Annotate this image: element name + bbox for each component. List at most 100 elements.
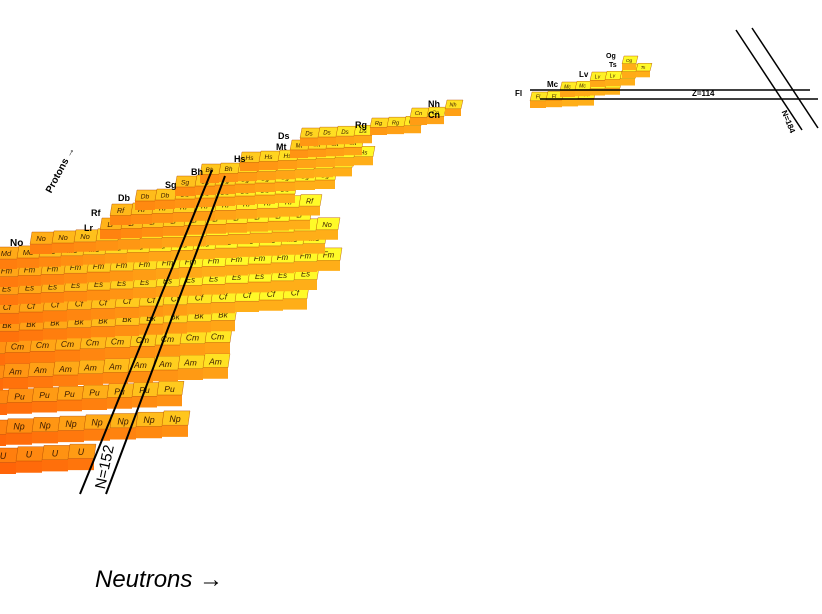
nuclide-symbol: Cf xyxy=(51,301,60,310)
nuclide-symbol: Lv xyxy=(595,74,601,80)
nuclide-symbol: Ds xyxy=(341,129,348,136)
nuclide-symbol: Pu xyxy=(39,390,50,400)
nuclide-symbol: Cn xyxy=(432,110,439,116)
nuclide-block: Lv xyxy=(589,71,608,87)
nuclide-block: Cn xyxy=(409,107,430,125)
nuclide-symbol: U xyxy=(0,451,7,461)
nuclide-symbol: No xyxy=(36,234,46,243)
nuclide-block: Np xyxy=(57,415,87,443)
nuclide-symbol: Cf xyxy=(123,297,132,306)
nuclide-symbol: Hs xyxy=(246,155,255,162)
nuclide-symbol: Bk xyxy=(50,319,60,328)
nuclide-symbol: Bh xyxy=(206,167,214,174)
nuclide-block: Np xyxy=(161,410,191,437)
nuclide-symbol: Mc xyxy=(564,84,571,90)
nuclide-block: No xyxy=(29,231,55,254)
nuclide-symbol: Cf xyxy=(291,289,300,298)
nuclide-symbol: Fm xyxy=(323,251,335,260)
nuclide-symbol: Am xyxy=(8,366,22,376)
nuclide-symbol: Fm xyxy=(231,255,243,264)
nuclide-block: Ds xyxy=(335,125,357,145)
nuclide-symbol: Bk xyxy=(170,313,180,322)
n152-line-left xyxy=(79,169,213,495)
nuclide-block: Mc xyxy=(574,81,593,97)
nuclide-symbol: Bk xyxy=(98,316,108,325)
nuclide-block: Hs xyxy=(258,150,281,171)
nuclide-block: Db xyxy=(134,189,158,210)
nuclide-symbol: Hs xyxy=(265,154,274,161)
nuclide-symbol: Fm xyxy=(162,259,174,268)
nuclide-symbol: Md xyxy=(1,249,12,258)
nuclide-block: Pu xyxy=(106,383,135,409)
nuclide-symbol: Fm xyxy=(70,263,82,272)
nuclide-symbol: Fm xyxy=(93,262,105,271)
nuclide-symbol: Bk xyxy=(194,311,204,320)
nuclide-block: No xyxy=(73,229,99,252)
element-label-sg: Sg xyxy=(165,180,177,190)
nuclide-symbol: Fl xyxy=(552,94,557,100)
nuclide-block: Np xyxy=(135,412,165,439)
nuclide-symbol: Cf xyxy=(99,298,108,307)
nuclide-symbol: Bk xyxy=(74,317,84,326)
nuclide-symbol: Cf xyxy=(27,302,36,311)
nuclide-block: Np xyxy=(31,417,61,444)
element-label-hs: Hs xyxy=(234,154,246,164)
nuclide-symbol: Es xyxy=(94,280,103,289)
nuclide-block: No xyxy=(315,217,341,240)
nuclide-symbol: Rg xyxy=(392,120,400,126)
nuclide-symbol: Cm xyxy=(211,331,224,341)
nuclide-symbol: Hs xyxy=(360,149,369,156)
nuclide-symbol: Mt xyxy=(296,143,303,150)
nuclide-symbol: Es xyxy=(301,270,310,279)
nuclide-block: Pu xyxy=(6,388,35,414)
n152-line-right xyxy=(105,175,226,495)
nuclide-symbol: Es xyxy=(2,285,11,294)
nuclide-block: Rf xyxy=(298,194,323,216)
nuclide-symbol: Fm xyxy=(254,254,266,263)
element-label-cn: Cn xyxy=(428,110,440,120)
nuclide-symbol: Cf xyxy=(219,292,228,301)
z114-label: Z=114 xyxy=(692,89,715,98)
element-label-ds: Ds xyxy=(278,131,290,141)
nuclide-block: No xyxy=(51,230,77,253)
nuclide-symbol: Am xyxy=(83,363,97,373)
nuclide-symbol: Cm xyxy=(36,340,49,350)
nuclide-symbol: Ds xyxy=(323,130,330,137)
nuclide-symbol: Cf xyxy=(3,303,12,312)
nuclide-block: Pu xyxy=(156,381,185,407)
nuclide-symbol: Np xyxy=(143,415,154,425)
nuclide-symbol: Am xyxy=(108,361,122,371)
nuclide-symbol: Es xyxy=(71,281,80,290)
nuclide-symbol: Fm xyxy=(300,252,312,261)
nuclide-symbol: Es xyxy=(140,278,149,287)
nuclide-symbol: Np xyxy=(169,414,180,424)
nuclide-symbol: Es xyxy=(48,282,57,291)
element-label-no: No xyxy=(10,238,24,249)
nuclide-block: Hs xyxy=(239,151,262,171)
nuclide-symbol: Fm xyxy=(47,264,59,273)
nuclide-block: U xyxy=(0,447,19,474)
nuclide-symbol: Bh xyxy=(225,166,233,173)
element-label-rf: Rf xyxy=(91,208,101,218)
nuclide-symbol: Es xyxy=(255,272,264,281)
nuclide-symbol: Am xyxy=(208,356,222,366)
nuclide-symbol: Cm xyxy=(111,336,124,346)
nuclide-symbol: Am xyxy=(33,365,47,375)
nuclide-symbol: Es xyxy=(232,273,241,282)
nuclide-block: Nh xyxy=(444,99,464,116)
nuclide-block: Np xyxy=(109,413,139,440)
nuclide-symbol: Bk xyxy=(122,315,132,324)
nuclide-block: Ds xyxy=(299,127,321,146)
nuclide-symbol: Nh xyxy=(450,103,457,109)
nuclide-symbol: Ts xyxy=(641,65,646,71)
nuclide-block: Rf xyxy=(109,203,134,225)
nuclide-symbol: Am xyxy=(183,358,197,368)
nuclide-block: Cm xyxy=(104,333,133,359)
nuclide-symbol: Cm xyxy=(86,338,99,348)
nuclide-block: Rg xyxy=(386,116,407,135)
element-label-rg: Rg xyxy=(355,120,367,130)
nuclide-symbol: Pu xyxy=(164,384,175,394)
nuclide-symbol: Fm xyxy=(24,266,36,275)
nuclide-symbol: Cm xyxy=(11,341,24,351)
